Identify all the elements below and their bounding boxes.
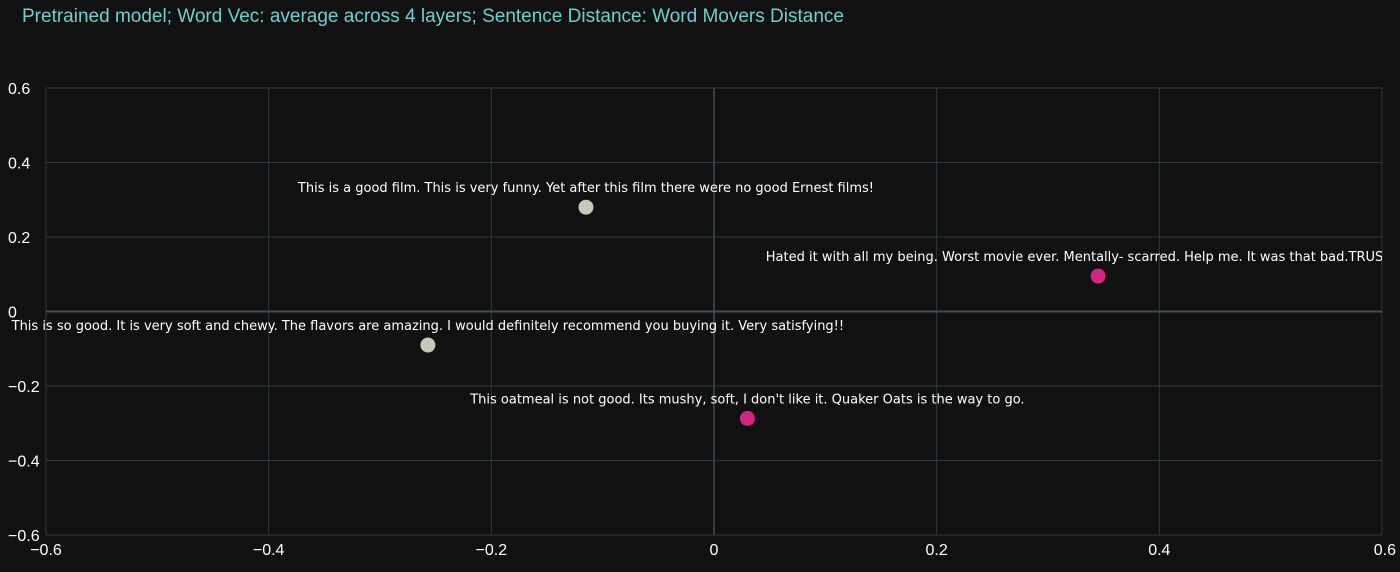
x-tick-label: 0 — [710, 542, 719, 559]
y-tick-label: −0.6 — [8, 528, 40, 545]
point-labels: This is a good film. This is very funny.… — [11, 181, 1400, 407]
chart-title: Pretrained model; Word Vec: average acro… — [22, 6, 844, 27]
data-point[interactable] — [739, 410, 755, 426]
y-tick-label: −0.4 — [8, 454, 40, 471]
data-point[interactable] — [420, 337, 436, 353]
data-point[interactable] — [578, 199, 594, 215]
x-tick-label: 0.2 — [926, 542, 948, 559]
y-tick-label: 0.2 — [8, 230, 30, 247]
point-label: This is so good. It is very soft and che… — [11, 319, 844, 334]
point-label: This oatmeal is not good. Its mushy, sof… — [469, 392, 1024, 407]
x-tick-label: 0.4 — [1148, 542, 1170, 559]
y-tick-label: 0 — [8, 305, 17, 322]
point-label: Hated it with all my being. Worst movie … — [766, 250, 1400, 265]
y-tick-label: 0.4 — [8, 156, 30, 173]
point-label: This is a good film. This is very funny.… — [297, 181, 874, 196]
x-tick-label: −0.2 — [476, 542, 508, 559]
grid-lines — [45, 87, 1383, 536]
y-tick-label: 0.6 — [8, 81, 30, 98]
data-points — [420, 199, 1106, 426]
x-tick-label: 0.6 — [1374, 542, 1396, 559]
y-tick-label: −0.2 — [8, 379, 40, 396]
data-point[interactable] — [1090, 268, 1106, 284]
x-tick-label: −0.6 — [30, 542, 62, 559]
x-tick-label: −0.4 — [253, 542, 285, 559]
axis-ticks: −0.6 −0.4 −0.2 0 0.2 0.4 0.6 −0.6 −0.4 −0.2 0 0.2 0.… — [8, 81, 1396, 559]
